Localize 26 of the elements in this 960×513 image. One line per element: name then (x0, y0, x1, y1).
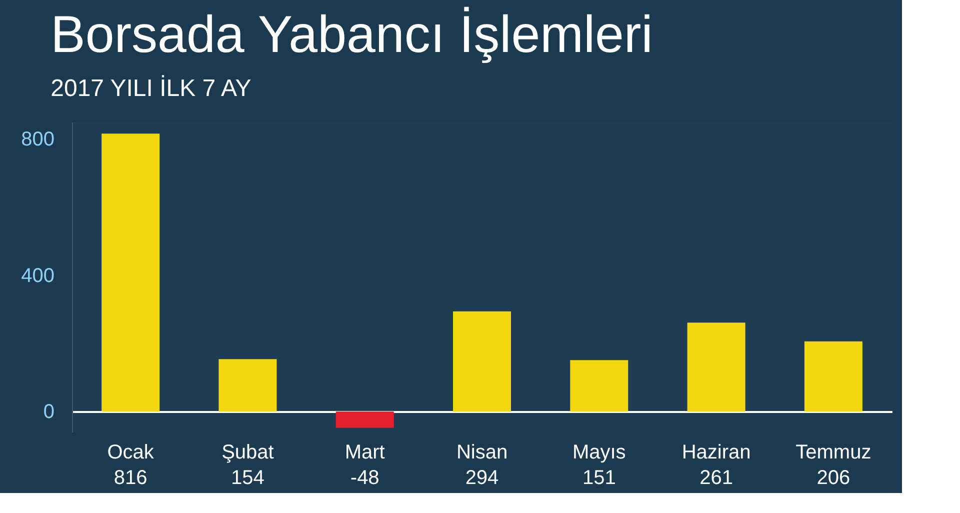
chart-subtitle: 2017 YILI İLK 7 AY (50, 75, 252, 102)
data-label: 816 (114, 467, 148, 489)
bar (570, 360, 628, 412)
bar (453, 311, 511, 412)
data-label: 261 (700, 467, 733, 489)
x-tick-label: Temmuz (796, 442, 872, 464)
x-tick-label: Ocak (107, 442, 155, 464)
x-tick-label: Mart (344, 442, 386, 464)
x-tick-label: Haziran (682, 442, 751, 464)
bar (687, 322, 746, 412)
x-tick-label: Mayıs (572, 442, 626, 464)
data-label: 154 (231, 467, 264, 489)
chart-title: Borsada Yabancı İşlemleri (50, 6, 653, 64)
data-label: 294 (465, 467, 499, 489)
bar (102, 134, 160, 412)
y-tick-label: 400 (21, 264, 54, 287)
x-tick-label: Nisan (456, 442, 508, 464)
y-tick-label: 0 (43, 401, 54, 424)
data-label: 206 (816, 467, 850, 489)
bar (804, 341, 862, 412)
bar (218, 359, 277, 412)
bar (336, 412, 394, 428)
data-label: 151 (582, 467, 616, 489)
data-label: -48 (350, 467, 380, 489)
y-tick-label: 800 (21, 128, 54, 151)
x-tick-label: Şubat (222, 442, 274, 464)
